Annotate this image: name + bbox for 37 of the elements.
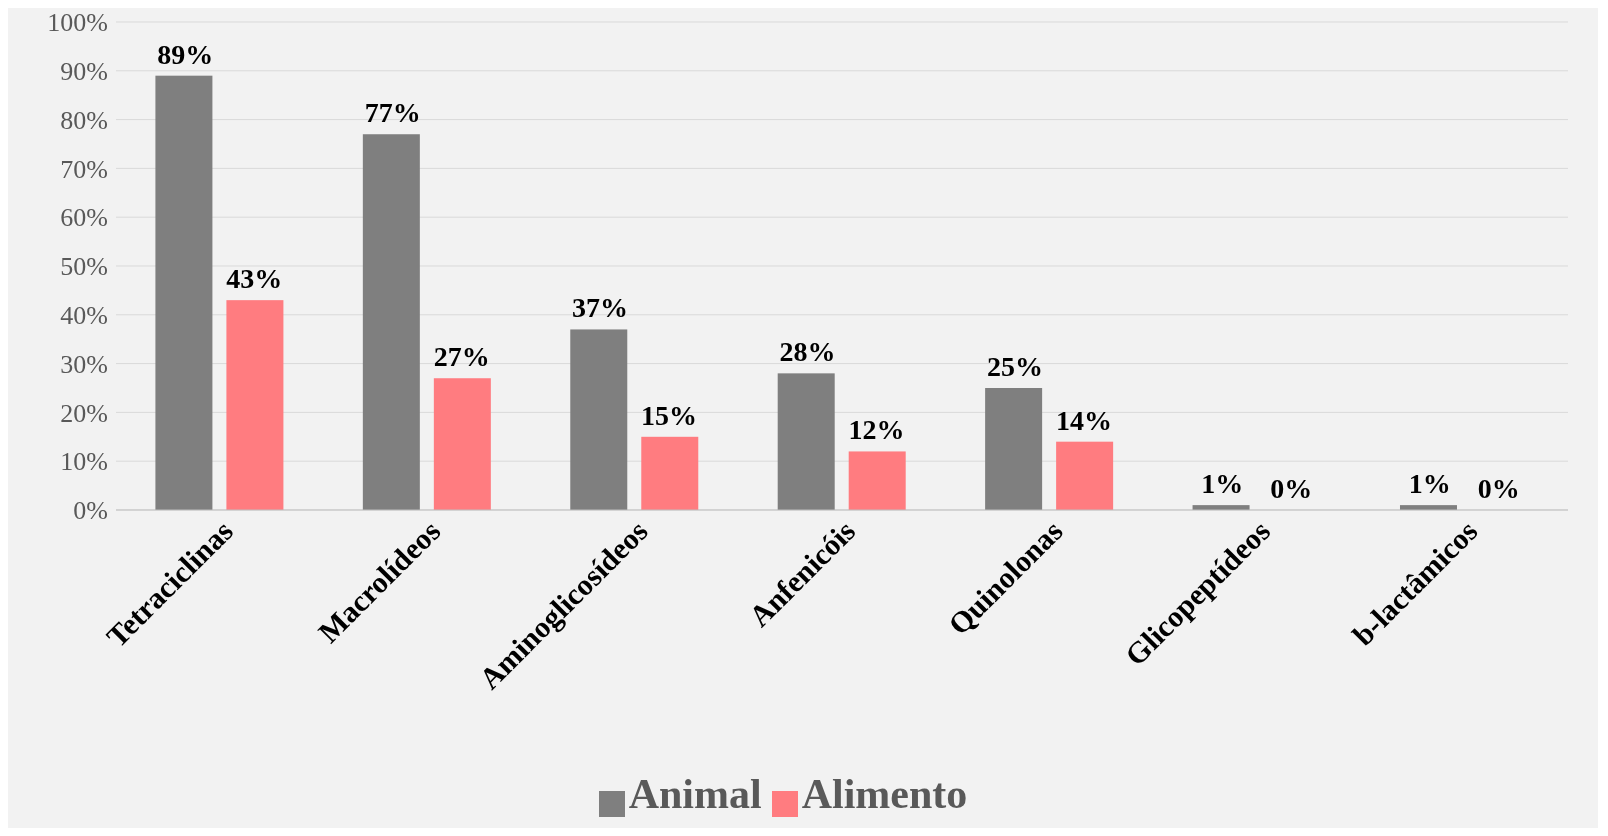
- data-label: 27%: [433, 341, 490, 373]
- data-label: 25%: [986, 351, 1043, 382]
- y-tick-label: 40%: [60, 301, 108, 331]
- y-tick-label: 70%: [60, 154, 108, 184]
- y-tick-label: 50%: [60, 252, 108, 282]
- bar: [362, 134, 420, 510]
- data-label: 0%: [1270, 473, 1313, 504]
- data-label: 1%: [1201, 468, 1244, 500]
- y-tick-label: 10%: [60, 447, 108, 477]
- data-label: 28%: [779, 336, 836, 368]
- legend-label: Alimento: [801, 771, 968, 817]
- y-tick-label: 100%: [47, 8, 108, 38]
- bar: [848, 451, 906, 510]
- bar: [226, 300, 284, 510]
- bar: [433, 378, 491, 510]
- y-tick-label: 30%: [60, 349, 108, 379]
- data-label: 43%: [226, 263, 283, 295]
- data-label: 37%: [572, 292, 629, 324]
- data-label: 1%: [1408, 468, 1451, 500]
- bar: [155, 75, 213, 510]
- bar: [641, 436, 699, 510]
- y-tick-label: 0%: [73, 496, 108, 526]
- y-tick-label: 90%: [60, 57, 108, 87]
- y-tick-label: 80%: [60, 105, 108, 135]
- legend-label: Animal: [628, 771, 762, 817]
- bar: [570, 329, 628, 510]
- data-label: 14%: [1055, 404, 1112, 436]
- y-tick-label: 20%: [60, 398, 108, 428]
- data-label: 89%: [157, 38, 214, 70]
- y-tick-label: 60%: [60, 203, 108, 233]
- data-label: 15%: [641, 399, 698, 431]
- data-label: 0%: [1477, 473, 1520, 504]
- bar: [1056, 441, 1114, 510]
- data-label: 12%: [848, 414, 905, 446]
- bar: [985, 388, 1043, 510]
- bar: [777, 373, 835, 510]
- data-label: 77%: [364, 97, 421, 129]
